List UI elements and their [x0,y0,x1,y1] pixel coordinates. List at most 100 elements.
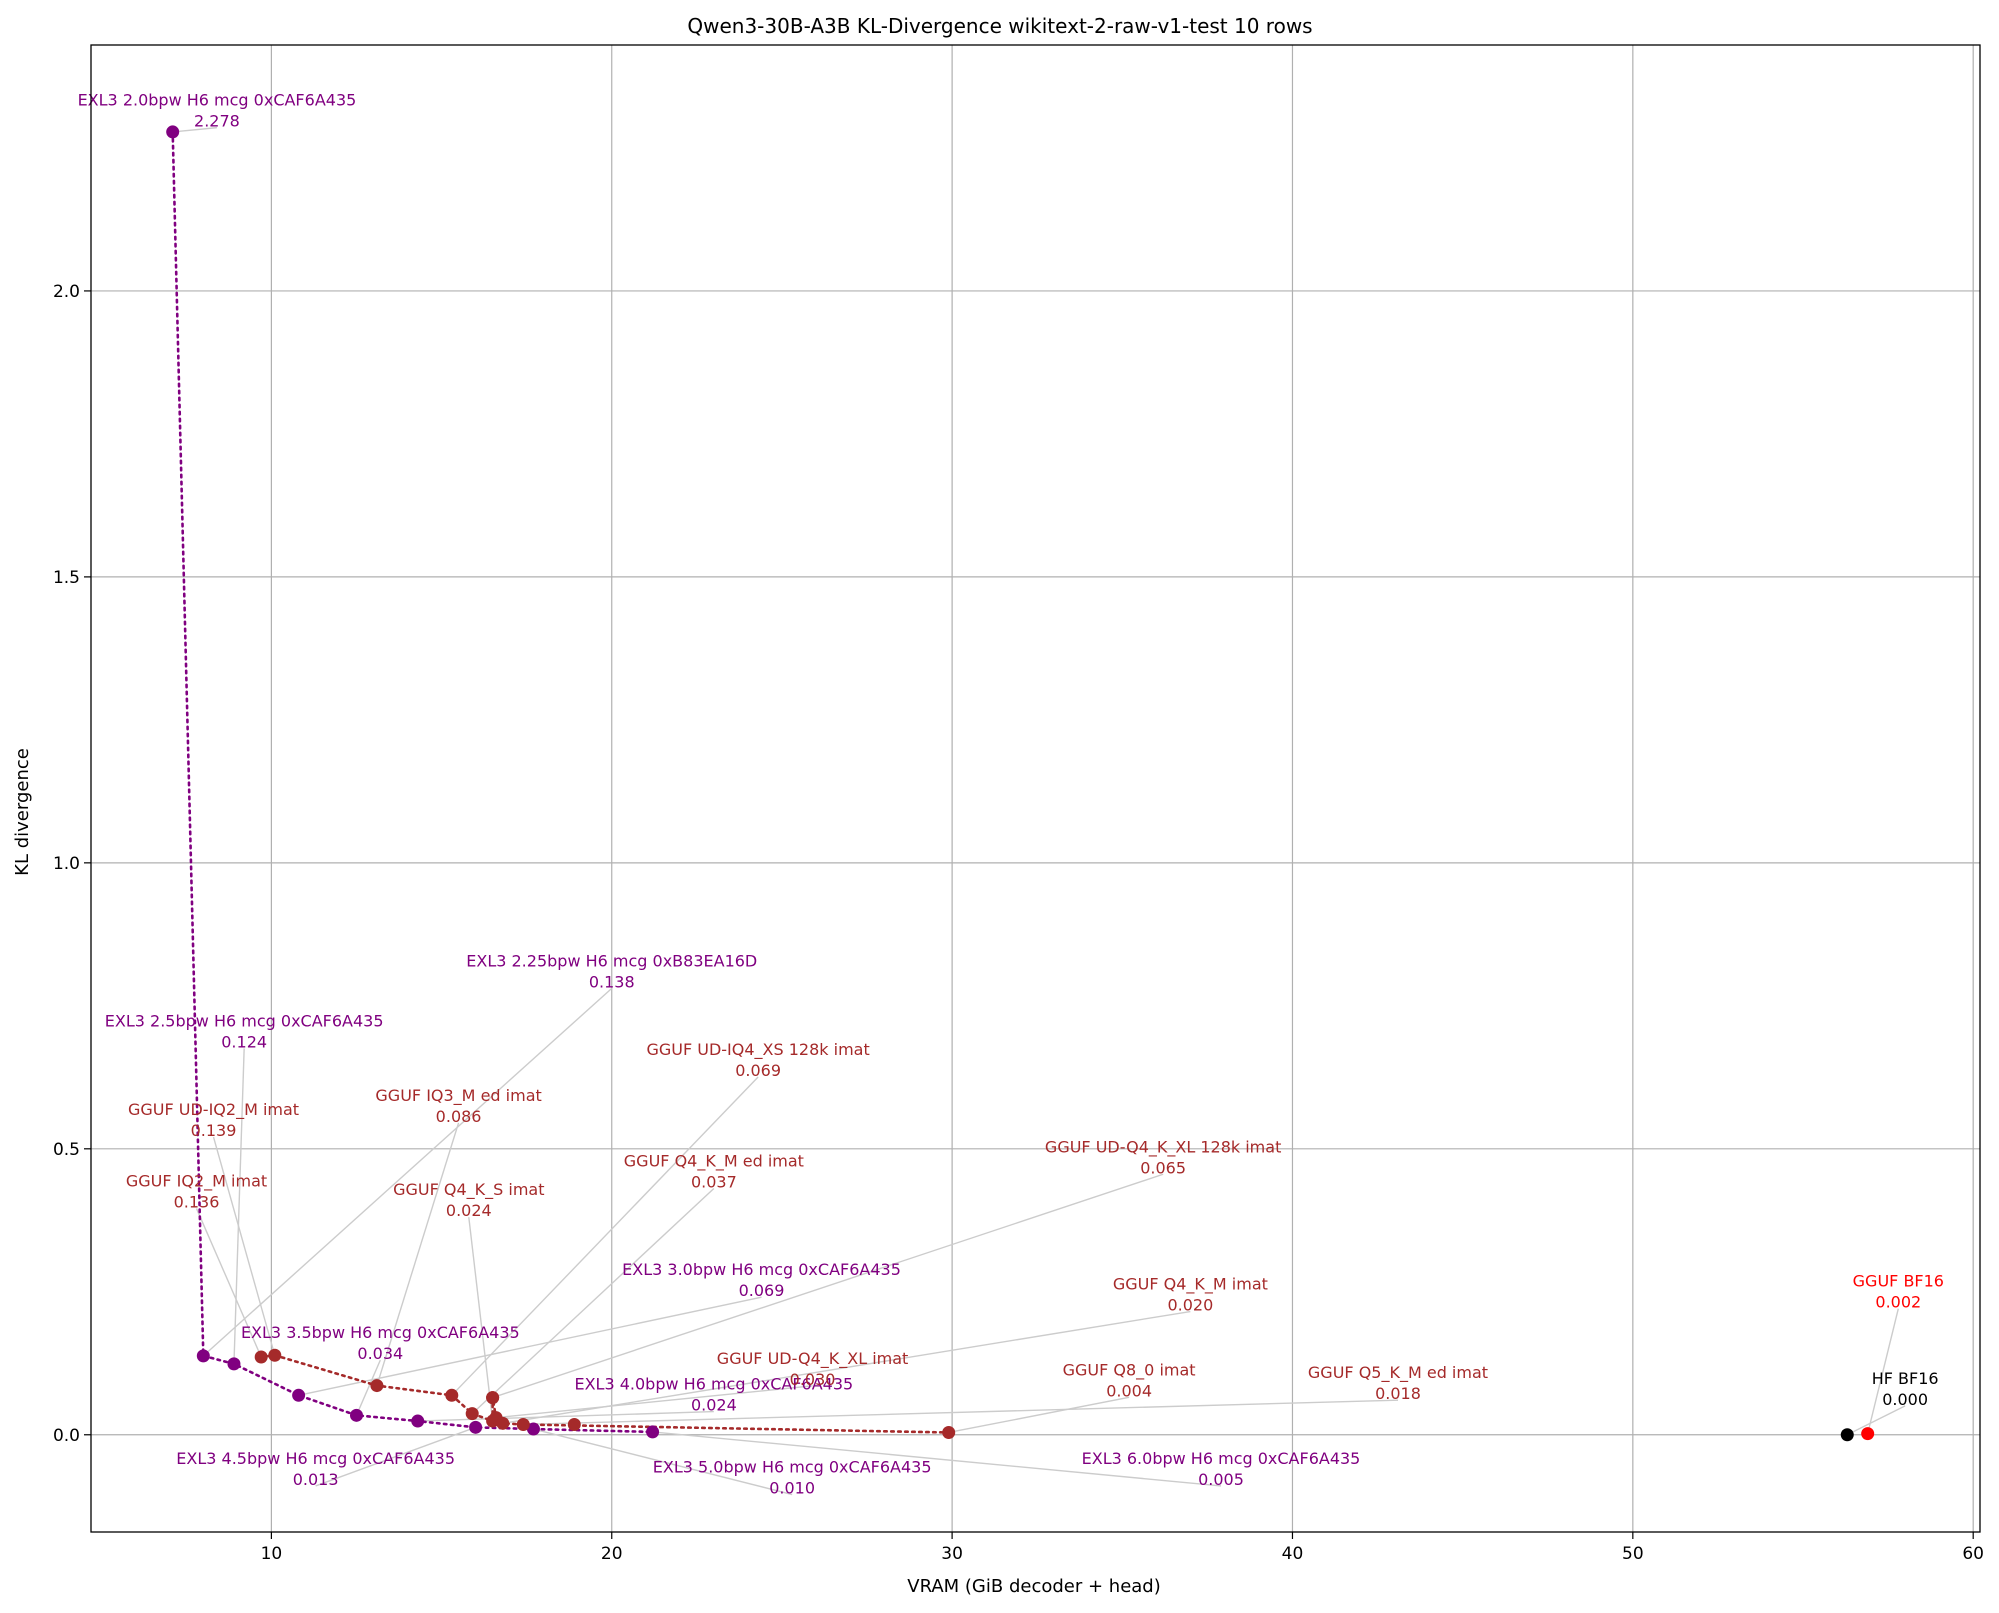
leader-line [471,1188,715,1415]
data-points [166,125,1875,1442]
x-axis-label: VRAM (GiB decoder + head) [907,1576,1161,1597]
point-value: 0.138 [589,972,635,991]
point-label: GGUF Q4_K_S imat [393,1180,544,1200]
point-value: 0.086 [436,1107,482,1126]
data-point [227,1357,241,1371]
data-point [496,1416,510,1430]
data-point [445,1388,459,1402]
leader-line [202,987,613,1357]
point-value: 0.037 [691,1173,737,1192]
point-label: GGUF UD-Q4_K_XL 128k imat [1045,1137,1281,1157]
point-value: 0.065 [1140,1158,1186,1177]
leader-line [315,1426,476,1487]
point-value: 0.010 [769,1479,815,1498]
point-value: 0.018 [1375,1384,1421,1403]
leader-line [652,1431,1222,1487]
leader-line [533,1428,793,1496]
leader-line [417,1410,714,1422]
tick-layer: 10 20 30 40 50 60 0.0 0.5 1.0 1.5 2.0 [53,282,1984,1564]
data-point [166,125,180,139]
leader-line [298,1296,762,1396]
point-value: 0.069 [739,1281,785,1300]
leader-line [195,1208,262,1358]
y-tick-label: 2.0 [53,282,80,302]
point-label: EXL3 2.5bpw H6 mcg 0xCAF6A435 [105,1011,384,1030]
point-value: 0.069 [735,1061,781,1080]
point-label: HF BF16 [1872,1369,1939,1388]
y-tick-label: 0.0 [53,1426,80,1446]
axes-frame [90,44,1981,1533]
point-value: 0.136 [174,1193,220,1212]
leader-line [495,1385,813,1419]
x-tick-label: 30 [941,1544,963,1564]
point-value: 0.004 [1106,1381,1152,1400]
leader-line [355,1359,381,1416]
leader-line [376,1122,460,1386]
x-tick-label: 10 [261,1544,283,1564]
point-label: GGUF IQ3_M ed imat [375,1086,541,1106]
leader-line [1867,1308,1899,1434]
leader-line [502,1310,1191,1425]
point-value: 0.124 [221,1032,267,1051]
point-value: 2.278 [194,112,240,131]
y-tick-label: 1.0 [53,854,80,874]
point-label: EXL3 2.0bpw H6 mcg 0xCAF6A435 [78,91,357,110]
point-label: GGUF UD-IQ2_M imat [128,1100,299,1120]
point-label: EXL3 4.5bpw H6 mcg 0xCAF6A435 [176,1449,455,1468]
leader-line [172,126,218,133]
data-point [646,1425,660,1439]
point-label: GGUF Q5_K_M ed imat [1308,1363,1488,1383]
point-value: 0.005 [1198,1470,1244,1489]
point-label: GGUF UD-Q4_K_XL imat [717,1349,909,1369]
data-point [516,1417,530,1431]
point-label: EXL3 2.25bpw H6 mcg 0xB83EA16D [466,951,757,970]
data-point [196,1349,210,1363]
grid-layer [91,45,1980,1532]
point-label: EXL3 4.0bpw H6 mcg 0xCAF6A435 [574,1375,853,1394]
point-label: GGUF Q4_K_M imat [1113,1275,1268,1295]
point-value: 0.139 [191,1121,237,1140]
point-label: GGUF UD-IQ4_XS 128k imat [646,1040,869,1060]
data-point [1861,1427,1875,1441]
data-point [1840,1428,1854,1442]
leader-line [233,1048,245,1364]
data-point [370,1379,384,1393]
x-tick-label: 60 [1962,1544,1984,1564]
leader-line [1846,1405,1906,1436]
data-point [349,1408,363,1422]
data-point [254,1350,268,1364]
leader-line [451,1076,759,1396]
data-point [292,1388,306,1402]
point-label: GGUF Q4_K_M ed imat [624,1152,804,1172]
point-label: GGUF Q8_0 imat [1063,1360,1196,1380]
leader-line [468,1217,494,1422]
point-value: 0.034 [357,1344,403,1363]
y-tick-label: 1.5 [53,568,80,588]
point-value: 0.002 [1875,1293,1921,1312]
x-tick-label: 40 [1282,1544,1304,1564]
point-label: EXL3 5.0bpw H6 mcg 0xCAF6A435 [653,1458,932,1477]
data-point [942,1425,956,1439]
point-value: 0.020 [1167,1296,1213,1315]
data-point [526,1422,540,1436]
leader-line [492,1173,1164,1399]
data-point [268,1348,282,1362]
data-point [469,1420,483,1434]
point-label: EXL3 3.0bpw H6 mcg 0xCAF6A435 [622,1260,901,1279]
data-point [486,1391,500,1405]
point-value: 0.013 [293,1470,339,1489]
data-labels: EXL3 2.0bpw H6 mcg 0xCAF6A435 2.278 EXL3 2… [78,91,1944,1498]
x-tick-label: 20 [601,1544,623,1564]
y-tick-label: 0.5 [53,1140,80,1160]
point-value: 0.030 [790,1370,836,1389]
point-label: GGUF IQ2_M imat [126,1172,267,1192]
point-label: GGUF BF16 [1853,1272,1944,1291]
x-tick-label: 50 [1622,1544,1644,1564]
data-point [567,1417,581,1431]
leader-line [523,1399,1399,1426]
point-value: 0.024 [691,1396,737,1415]
point-value: 0.000 [1882,1390,1928,1409]
point-label: EXL3 6.0bpw H6 mcg 0xCAF6A435 [1082,1449,1361,1468]
